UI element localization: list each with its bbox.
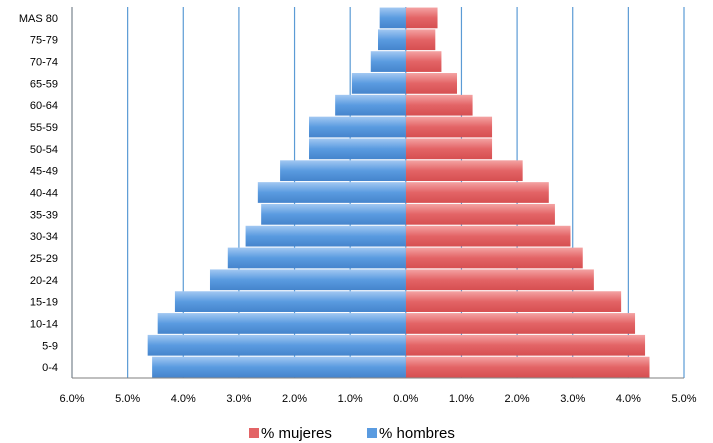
bar-hombres (257, 182, 406, 203)
bar-mujeres (405, 29, 436, 51)
y-tick-label: 30-34 (30, 231, 58, 243)
x-tick-label: 3.0% (226, 393, 251, 405)
y-tick-label: 25-29 (30, 253, 58, 265)
x-tick-label: 3.0% (560, 393, 585, 405)
bar-mujeres (405, 334, 646, 356)
y-tick-label: 40-44 (30, 188, 58, 200)
bar-mujeres (405, 94, 473, 116)
bar-hombres (351, 73, 406, 94)
y-tick-label: 50-54 (30, 144, 58, 156)
y-tick-label: 35-39 (30, 209, 58, 221)
y-tick-label: 20-24 (30, 275, 58, 287)
bar-mujeres (405, 51, 442, 72)
bar-hombres (209, 269, 406, 291)
bar-hombres (245, 225, 406, 247)
y-tick-label: 0-4 (42, 362, 58, 374)
bar-mujeres (405, 116, 493, 138)
bar-hombres (370, 51, 406, 72)
y-tick-label: 65-59 (30, 78, 58, 90)
bar-hombres (147, 334, 406, 356)
y-tick-label: MAS 80 (19, 13, 58, 25)
bar-hombres (309, 138, 406, 160)
bar-mujeres (405, 7, 438, 29)
legend: % mujeres % hombres (249, 425, 455, 442)
x-tick-label: 1.0% (338, 393, 363, 405)
x-tick-label: 4.0% (171, 393, 196, 405)
bar-mujeres (405, 356, 650, 378)
x-tick-label: 6.0% (59, 393, 84, 405)
y-tick-label: 60-64 (30, 100, 58, 112)
x-tick-label: 1.0% (449, 393, 474, 405)
legend-label-mujeres: % mujeres (261, 425, 332, 442)
x-tick-label: 0.0% (393, 393, 418, 405)
bar-hombres (174, 291, 406, 312)
bar-mujeres (405, 203, 555, 225)
bars (147, 7, 650, 378)
bar-hombres (378, 29, 406, 51)
bar-hombres (152, 356, 406, 378)
y-tick-label: 45-49 (30, 166, 58, 178)
x-tick-label: 5.0% (115, 393, 140, 405)
bar-hombres (335, 94, 406, 116)
x-tick-label: 2.0% (282, 393, 307, 405)
bar-mujeres (405, 313, 636, 334)
y-tick-label: 10-14 (30, 318, 58, 330)
bar-hombres (379, 7, 406, 29)
bar-mujeres (405, 225, 571, 247)
x-tick-label: 5.0% (671, 393, 696, 405)
y-tick-label: 15-19 (30, 297, 58, 309)
bar-mujeres (405, 73, 458, 94)
bar-mujeres (405, 269, 594, 291)
bar-mujeres (405, 291, 622, 312)
bar-hombres (280, 160, 406, 182)
bar-mujeres (405, 182, 549, 203)
x-tick-label: 4.0% (616, 393, 641, 405)
x-tick-label: 2.0% (505, 393, 530, 405)
legend-swatch-mujeres (249, 428, 259, 438)
y-tick-label: 5-9 (42, 340, 58, 352)
legend-label-hombres: % hombres (379, 425, 455, 442)
x-tick-labels: 6.0% 5.0% 4.0% 3.0% 2.0% 1.0% 0.0% 1.0% 2.0% 3.0%… (59, 393, 696, 405)
y-tick-label: 55-59 (30, 122, 58, 134)
bar-mujeres (405, 247, 583, 269)
y-tick-label: 70-74 (30, 57, 58, 69)
y-tick-label: 75-79 (30, 35, 58, 47)
bar-mujeres (405, 160, 523, 182)
bar-mujeres (405, 138, 493, 160)
legend-swatch-hombres (367, 428, 377, 438)
bar-hombres (261, 203, 406, 225)
bar-hombres (227, 247, 406, 269)
bar-hombres (157, 313, 406, 334)
bar-hombres (309, 116, 406, 138)
y-tick-labels: 0-4 5-9 10-14 15-19 20-24 25-29 30-34 35-39 40-4… (19, 13, 58, 374)
